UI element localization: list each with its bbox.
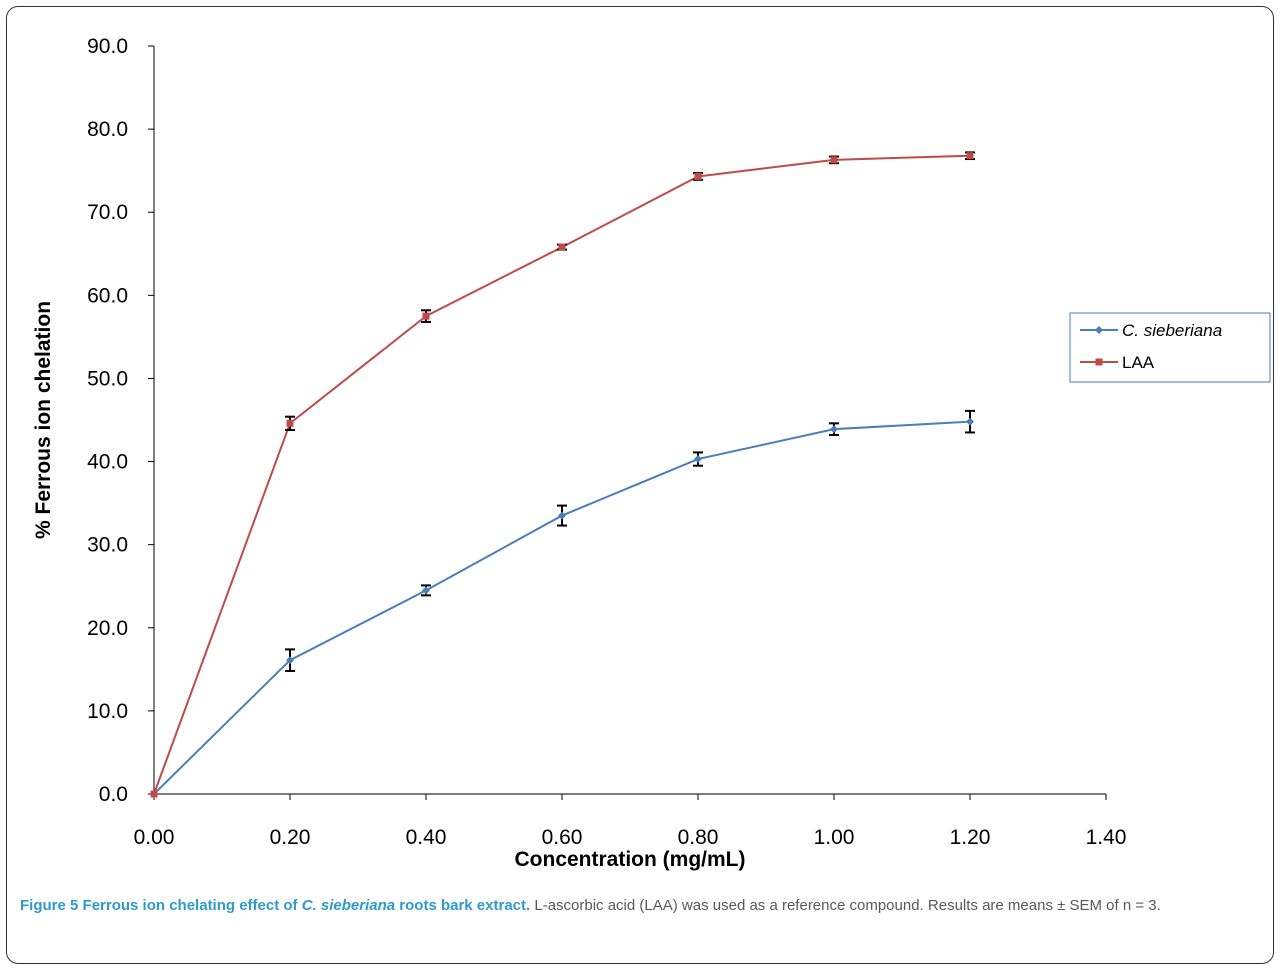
- x-tick-label: 0.20: [270, 826, 311, 849]
- y-tick-label: 30.0: [87, 534, 128, 557]
- data-point: [422, 312, 430, 320]
- series-2: [150, 151, 975, 798]
- legend-item: C. sieberiana: [1080, 321, 1222, 340]
- data-point: [830, 156, 838, 164]
- line-chart: 0.010.020.030.040.050.060.070.080.090.0 …: [32, 35, 1271, 871]
- x-tick-label: 0.40: [406, 826, 447, 849]
- legend-marker: [1095, 358, 1103, 366]
- series-line: [153, 154, 971, 795]
- x-tick-label: 0.80: [678, 826, 719, 849]
- caption-body: L-ascorbic acid (LAA) was used as a refe…: [534, 897, 1161, 914]
- legend-label: LAA: [1122, 353, 1155, 372]
- caption-label: Figure 5: [20, 897, 79, 914]
- chart-axes: [153, 46, 1106, 795]
- x-axis-title: Concentration (mg/mL): [515, 848, 746, 871]
- series-layer: [150, 151, 975, 798]
- y-tick-label: 10.0: [87, 700, 128, 723]
- caption-title-post: roots bark extract.: [395, 897, 531, 914]
- data-point: [558, 243, 566, 251]
- data-point: [694, 455, 702, 464]
- x-tick-label: 1.00: [814, 826, 855, 849]
- x-tick-label: 0.60: [542, 826, 583, 849]
- x-tick-label: 0.00: [134, 826, 175, 849]
- legend-box: [1069, 312, 1271, 383]
- series-line: [153, 420, 971, 795]
- data-point: [830, 425, 838, 434]
- y-ticks: 0.0 10.0 20.0 30.0 40.0 50.0 60.0 70.0 80.0 90.0: [87, 35, 154, 806]
- legend-marker: [1095, 326, 1103, 334]
- x-ticks: 0.00 0.20 0.40 0.60 0.80 1.00 1.20 1.40: [134, 794, 1127, 849]
- y-tick-label: 20.0: [87, 617, 128, 640]
- y-tick-label: 0.0: [99, 783, 128, 806]
- chart-legend: C. sieberiana LAA: [1069, 312, 1271, 383]
- data-point: [966, 417, 974, 426]
- y-tick-label: 80.0: [87, 118, 128, 141]
- legend-label: C. sieberiana: [1122, 321, 1222, 340]
- y-tick-label: 40.0: [87, 451, 128, 474]
- data-point: [422, 586, 430, 595]
- y-tick-label: 90.0: [87, 35, 128, 58]
- data-point: [286, 656, 294, 665]
- y-tick-label: 50.0: [87, 367, 128, 390]
- figure-frame: [6, 6, 1274, 964]
- data-point: [694, 172, 702, 180]
- y-tick-label: 60.0: [87, 284, 128, 307]
- legend-item: LAA: [1080, 353, 1155, 372]
- x-tick-label: 1.40: [1086, 826, 1127, 849]
- y-axis-title: % Ferrous ion chelation: [32, 301, 55, 539]
- data-point: [150, 790, 158, 798]
- caption-title-pre: Ferrous ion chelating effect of: [82, 897, 302, 914]
- data-point: [286, 419, 294, 427]
- data-point: [966, 152, 974, 160]
- caption-title-italic: C. sieberiana: [301, 897, 396, 914]
- figure-caption: Figure 5 Ferrous ion chelating effect of…: [20, 894, 1260, 918]
- y-tick-label: 70.0: [87, 201, 128, 224]
- x-tick-label: 1.20: [950, 826, 991, 849]
- data-point: [558, 511, 566, 520]
